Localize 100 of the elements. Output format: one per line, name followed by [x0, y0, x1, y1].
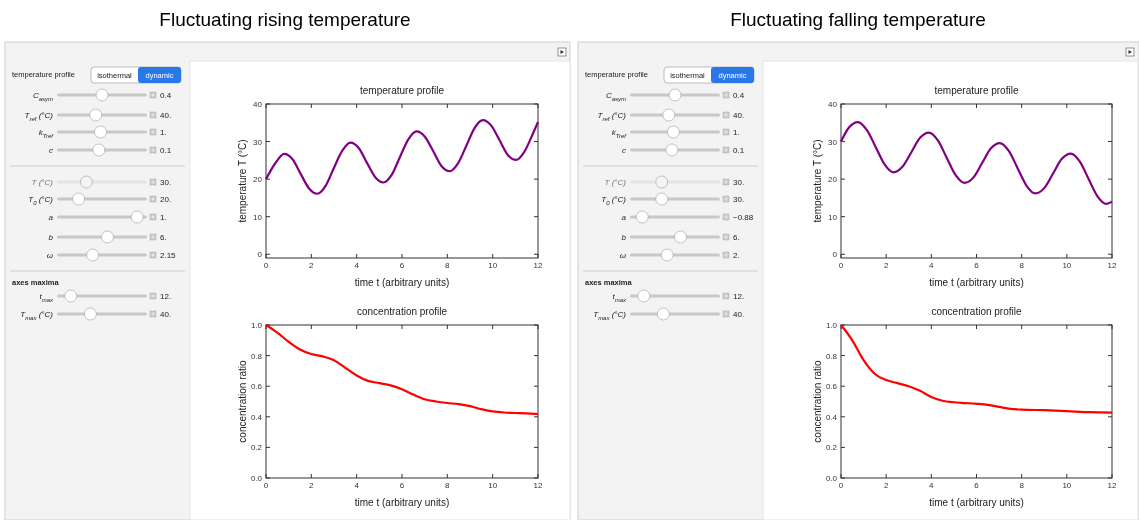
x-tick-label: 10 — [1062, 261, 1072, 270]
y-tick-label: 30 — [253, 137, 263, 147]
y-axis-title: concentration ratio — [237, 359, 248, 443]
y-tick-label: 0.0 — [825, 474, 838, 483]
x-tick-label: 12 — [1107, 481, 1117, 490]
text: 20. — [160, 195, 172, 204]
x-tick-label: 10 — [488, 261, 498, 270]
y-tick-label: 1.0 — [825, 321, 838, 330]
x-tick-label: 6 — [399, 261, 405, 270]
y-tick-label: 10 — [828, 212, 838, 222]
x-tick-label: 4 — [929, 481, 935, 490]
x-tick-label: 0 — [838, 481, 844, 490]
text: 30. — [160, 178, 172, 187]
x-tick-label: 6 — [399, 481, 405, 490]
text: c — [49, 146, 53, 155]
x-tick-label: 8 — [1019, 261, 1025, 270]
x-tick-label: 8 — [1019, 481, 1025, 490]
y-tick-label: 0.6 — [825, 382, 838, 392]
y-tick-label: 40 — [253, 100, 263, 109]
y-tick-label: 0.8 — [825, 351, 838, 361]
text: 1. — [160, 213, 167, 222]
x-tick-label: 2 — [309, 481, 315, 490]
text: a — [621, 213, 627, 222]
line-series — [264, 119, 540, 195]
text: t$_{max}$ — [39, 292, 54, 303]
x-tick-label: 12 — [533, 481, 543, 490]
y-tick-label: 30 — [828, 137, 838, 147]
text: T (°C) — [31, 178, 54, 187]
text: b — [48, 233, 54, 242]
x-tick-label: 10 — [488, 481, 498, 490]
text: 40. — [160, 310, 172, 319]
text: 1. — [160, 128, 167, 137]
x-tick-label: 8 — [445, 481, 451, 490]
text: −0.88 — [733, 213, 754, 222]
y-tick-label: 10 — [253, 212, 263, 222]
text: 1. — [733, 128, 740, 137]
text: k$_{Tref}$ — [38, 128, 55, 139]
y-axis-title: concentration ratio — [812, 359, 823, 443]
text: T$_{ref}$ (°C) — [24, 111, 54, 122]
y-tick-label: 0.4 — [250, 412, 263, 422]
x-axis-title: time t (arbitrary units) — [354, 277, 450, 288]
x-axis-title: time t (arbitrary units) — [354, 497, 450, 508]
text: 0.1 — [160, 146, 172, 155]
text: ω — [619, 251, 626, 260]
x-tick-label: 4 — [929, 261, 935, 270]
x-tick-label: 12 — [533, 261, 543, 270]
x-tick-label: 6 — [974, 261, 980, 270]
text: 40. — [160, 111, 172, 120]
text: 40. — [733, 310, 745, 319]
text: 0.4 — [160, 91, 172, 100]
y-tick-label: 0.4 — [825, 412, 838, 422]
x-tick-label: 0 — [263, 261, 269, 270]
text: 6. — [160, 233, 167, 242]
text: 30. — [733, 195, 745, 204]
text: a — [48, 213, 54, 222]
line-series — [839, 323, 1114, 414]
x-tick-label: 12 — [1107, 261, 1117, 270]
x-axis-title: time t (arbitrary units) — [929, 277, 1024, 288]
text: C$_{asym}$ — [32, 91, 53, 102]
y-tick-label: 0 — [832, 250, 838, 260]
x-axis-title: time t (arbitrary units) — [929, 497, 1024, 508]
text: T$_{max}$ (°C) — [593, 310, 627, 321]
y-axis-title: temperature T (°C) — [237, 139, 248, 223]
y-tick-label: 0.2 — [825, 443, 838, 453]
text: 0.4 — [733, 91, 745, 100]
x-tick-label: 0 — [263, 481, 269, 490]
text: T$_{0}$ (°C) — [28, 195, 54, 206]
text: b — [621, 233, 627, 242]
text: ω — [46, 251, 53, 260]
line-series — [264, 323, 540, 416]
chart-title: concentration profile — [356, 306, 448, 317]
text: 6. — [733, 233, 740, 242]
text: 12. — [160, 292, 172, 301]
chart-title: temperature profile — [934, 85, 1019, 96]
text: k$_{Tref}$ — [611, 128, 628, 139]
chart-title: concentration profile — [931, 306, 1022, 317]
y-tick-label: 40 — [828, 100, 838, 109]
y-tick-label: 0.8 — [250, 351, 263, 361]
y-axis-title: temperature T (°C) — [812, 139, 823, 223]
text: T$_{max}$ (°C) — [20, 310, 54, 321]
text: 40. — [733, 111, 745, 120]
y-tick-label: 20 — [253, 175, 263, 185]
x-tick-label: 4 — [354, 261, 360, 270]
text: t$_{max}$ — [612, 292, 627, 303]
x-tick-label: 2 — [883, 481, 889, 490]
x-tick-label: 8 — [445, 261, 451, 270]
text: 2.15 — [160, 251, 177, 260]
text: 12. — [733, 292, 745, 301]
x-tick-label: 4 — [354, 481, 360, 490]
text: T$_{0}$ (°C) — [601, 195, 627, 206]
y-tick-label: 20 — [828, 175, 838, 185]
line-series — [839, 120, 1114, 206]
y-tick-label: 0.2 — [250, 443, 263, 453]
text: 0.1 — [733, 146, 745, 155]
x-tick-label: 0 — [838, 261, 844, 270]
text: 2. — [733, 251, 740, 260]
text: C$_{asym}$ — [605, 91, 626, 102]
y-tick-label: 1.0 — [250, 321, 263, 330]
text: c — [622, 146, 626, 155]
text: Fluctuating rising temperature — [159, 9, 411, 30]
